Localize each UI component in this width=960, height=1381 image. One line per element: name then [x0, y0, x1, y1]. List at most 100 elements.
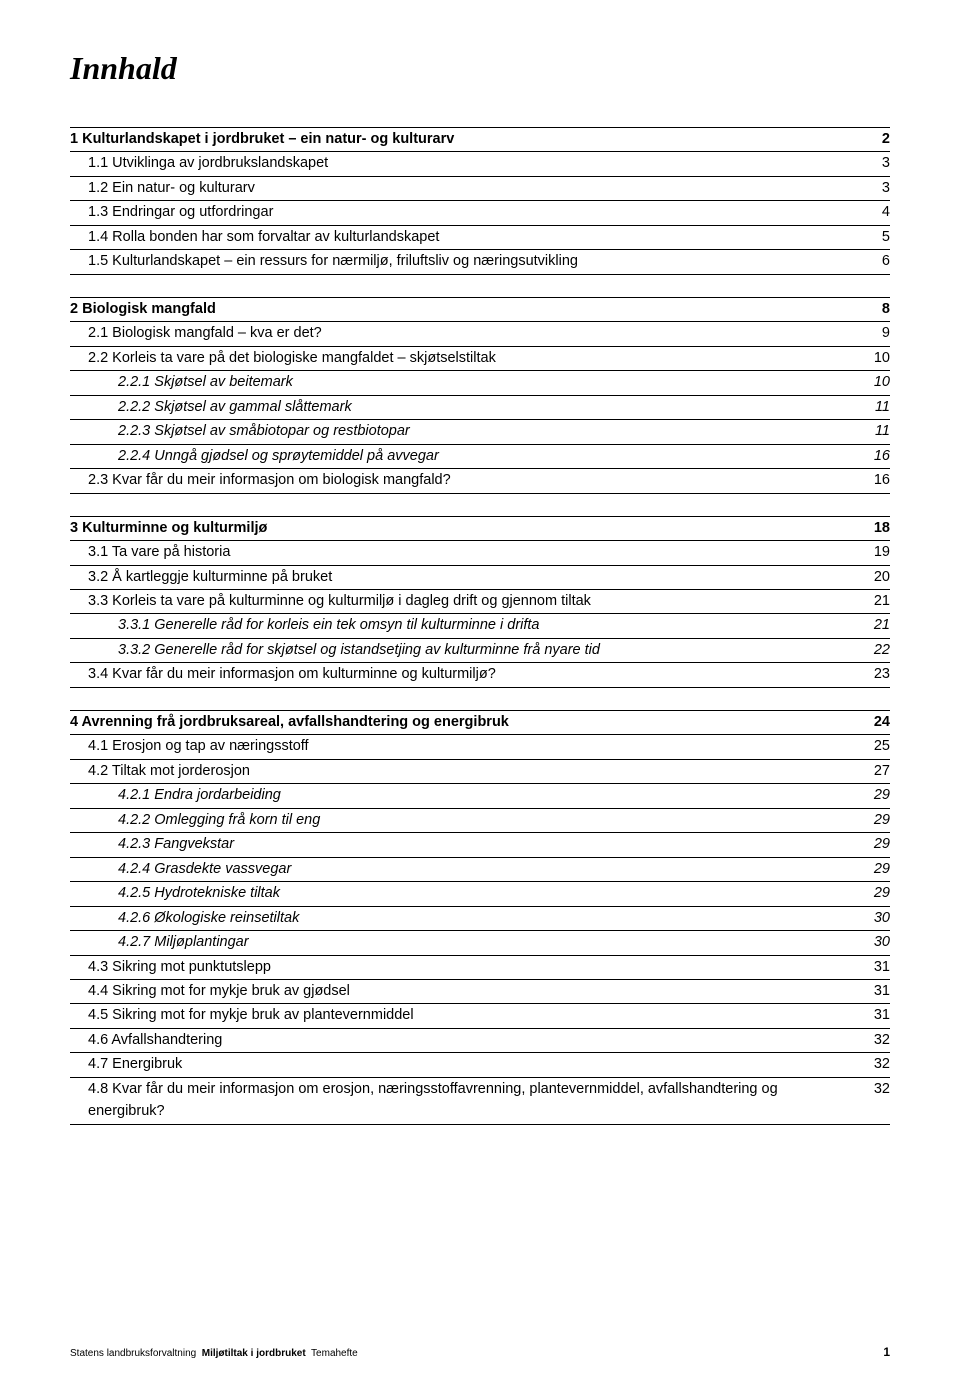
toc-entry: 1.5 Kulturlandskapet – ein ressurs for n… [70, 250, 890, 274]
toc-entry: 3.3.1 Generelle råd for korleis ein tek … [70, 614, 890, 638]
toc-entry-label: 4.8 Kvar får du meir informasjon om eros… [88, 1078, 854, 1123]
toc-entry-label: 4.4 Sikring mot for mykje bruk av gjødse… [88, 980, 854, 1002]
toc-entry: 3.1 Ta vare på historia 19 [70, 541, 890, 565]
footer-doc-kind: Temahefte [311, 1348, 358, 1359]
toc-group: 4 Avrenning frå jordbruksareal, avfallsh… [70, 710, 890, 1125]
toc-entry-page: 29 [874, 882, 890, 904]
toc-entry-page: 27 [874, 760, 890, 782]
toc-entry-page: 31 [874, 956, 890, 978]
footer-page-number: 1 [883, 1345, 890, 1359]
footer-publication: Statens landbruksforvaltning Miljøtiltak… [70, 1348, 358, 1359]
toc-entry-label: 4.2.6 Økologiske reinsetiltak [118, 907, 854, 929]
toc-entry-label: 1 Kulturlandskapet i jordbruket – ein na… [70, 128, 862, 150]
toc-entry: 4.2.6 Økologiske reinsetiltak 30 [70, 907, 890, 931]
toc-entry-label: 1.2 Ein natur- og kulturarv [88, 177, 862, 199]
toc-entry-page: 32 [874, 1053, 890, 1075]
toc-entry: 3 Kulturminne og kulturmiljø 18 [70, 516, 890, 541]
toc-entry: 2.2.1 Skjøtsel av beitemark 10 [70, 371, 890, 395]
toc-entry: 3.4 Kvar får du meir informasjon om kult… [70, 663, 890, 687]
toc-entry-page: 29 [874, 809, 890, 831]
toc-entry-page: 21 [874, 590, 890, 612]
toc-entry-label: 4.2.1 Endra jordarbeiding [118, 784, 854, 806]
toc-entry-label: 4.2.2 Omlegging frå korn til eng [118, 809, 854, 831]
toc-entry-page: 4 [882, 201, 890, 223]
toc-entry: 4.5 Sikring mot for mykje bruk av plante… [70, 1004, 890, 1028]
page-title: Innhald [70, 50, 890, 87]
toc-entry-label: 4.5 Sikring mot for mykje bruk av plante… [88, 1004, 854, 1026]
toc-entry-page: 8 [882, 298, 890, 320]
toc-entry-label: 4 Avrenning frå jordbruksareal, avfallsh… [70, 711, 854, 733]
toc-entry-label: 4.2.4 Grasdekte vassvegar [118, 858, 854, 880]
toc-entry-page: 29 [874, 833, 890, 855]
toc-entry: 2.2.3 Skjøtsel av småbiotopar og restbio… [70, 420, 890, 444]
toc-entry: 4.2.4 Grasdekte vassvegar 29 [70, 858, 890, 882]
toc-entry-page: 9 [882, 322, 890, 344]
toc-entry-label: 4.1 Erosjon og tap av næringsstoff [88, 735, 854, 757]
toc-group: 3 Kulturminne og kulturmiljø183.1 Ta var… [70, 516, 890, 688]
toc-entry-label: 2.2.3 Skjøtsel av småbiotopar og restbio… [118, 420, 855, 442]
toc-entry: 4.2.1 Endra jordarbeiding 29 [70, 784, 890, 808]
toc-entry-label: 1.4 Rolla bonden har som forvaltar av ku… [88, 226, 862, 248]
toc-group: 1 Kulturlandskapet i jordbruket – ein na… [70, 127, 890, 275]
page: Innhald 1 Kulturlandskapet i jordbruket … [0, 0, 960, 1381]
toc-entry-label: 2.2 Korleis ta vare på det biologiske ma… [88, 347, 854, 369]
toc-entry: 1.4 Rolla bonden har som forvaltar av ku… [70, 226, 890, 250]
toc-entry: 3.3 Korleis ta vare på kulturminne og ku… [70, 590, 890, 614]
toc-entry-label: 4.2.5 Hydrotekniske tiltak [118, 882, 854, 904]
toc-entry-page: 10 [874, 371, 890, 393]
toc-entry-label: 4.2.3 Fangvekstar [118, 833, 854, 855]
toc-entry-page: 22 [874, 639, 890, 661]
toc-entry-label: 3.1 Ta vare på historia [88, 541, 854, 563]
toc-entry-label: 2 Biologisk mangfald [70, 298, 862, 320]
toc-entry-page: 29 [874, 784, 890, 806]
toc-entry: 4.2.7 Miljøplantingar30 [70, 931, 890, 955]
toc-entry-page: 19 [874, 541, 890, 563]
toc-entry: 4.2.3 Fangvekstar 29 [70, 833, 890, 857]
toc-entry: 4.8 Kvar får du meir informasjon om eros… [70, 1078, 890, 1125]
toc-entry-label: 2.2.4 Unngå gjødsel og sprøytemiddel på … [118, 445, 854, 467]
toc-entry: 4.2.5 Hydrotekniske tiltak 29 [70, 882, 890, 906]
toc-entry: 1 Kulturlandskapet i jordbruket – ein na… [70, 127, 890, 152]
toc-entry-page: 5 [882, 226, 890, 248]
toc-entry-page: 31 [874, 1004, 890, 1026]
toc-entry-page: 30 [874, 907, 890, 929]
toc-entry-label: 1.1 Utviklinga av jordbrukslandskapet [88, 152, 862, 174]
toc-entry-label: 4.3 Sikring mot punktutslepp [88, 956, 854, 978]
toc-entry: 2 Biologisk mangfald 8 [70, 297, 890, 322]
toc-entry-label: 2.3 Kvar får du meir informasjon om biol… [88, 469, 854, 491]
toc-entry-label: 3.3.1 Generelle råd for korleis ein tek … [118, 614, 854, 636]
toc-entry: 1.2 Ein natur- og kulturarv 3 [70, 177, 890, 201]
toc-entry-page: 6 [882, 250, 890, 272]
toc-entry: 4.6 Avfallshandtering32 [70, 1029, 890, 1053]
toc-entry: 4.7 Energibruk32 [70, 1053, 890, 1077]
toc-entry: 2.3 Kvar får du meir informasjon om biol… [70, 469, 890, 493]
toc-entry-page: 11 [875, 420, 890, 442]
toc-entry: 2.2.4 Unngå gjødsel og sprøytemiddel på … [70, 445, 890, 469]
toc-entry: 4.4 Sikring mot for mykje bruk av gjødse… [70, 980, 890, 1004]
toc-entry: 1.1 Utviklinga av jordbrukslandskapet 3 [70, 152, 890, 176]
toc-entry-label: 2.2.1 Skjøtsel av beitemark [118, 371, 854, 393]
toc-entry-page: 10 [874, 347, 890, 369]
toc-entry-page: 29 [874, 858, 890, 880]
toc-entry-page: 3 [882, 177, 890, 199]
toc-entry-label: 1.3 Endringar og utfordringar [88, 201, 862, 223]
toc-entry-page: 3 [882, 152, 890, 174]
toc-entry-page: 23 [874, 663, 890, 685]
toc-entry-page: 32 [874, 1078, 890, 1100]
toc-entry: 4.2 Tiltak mot jorderosjon27 [70, 760, 890, 784]
toc-entry-page: 18 [874, 517, 890, 539]
toc-entry-label: 2.2.2 Skjøtsel av gammal slåttemark [118, 396, 855, 418]
toc-entry: 3.3.2 Generelle råd for skjøtsel og ista… [70, 639, 890, 663]
toc-entry: 4.1 Erosjon og tap av næringsstoff25 [70, 735, 890, 759]
toc-entry-page: 16 [874, 445, 890, 467]
toc-entry-label: 3.3.2 Generelle råd for skjøtsel og ista… [118, 639, 854, 661]
page-footer: Statens landbruksforvaltning Miljøtiltak… [70, 1345, 890, 1359]
toc-entry-page: 2 [882, 128, 890, 150]
toc-entry-page: 24 [874, 711, 890, 733]
toc-entry: 2.2 Korleis ta vare på det biologiske ma… [70, 347, 890, 371]
toc-entry-label: 3 Kulturminne og kulturmiljø [70, 517, 854, 539]
toc-entry: 1.3 Endringar og utfordringar 4 [70, 201, 890, 225]
table-of-contents: 1 Kulturlandskapet i jordbruket – ein na… [70, 127, 890, 1125]
footer-doc-title: Miljøtiltak i jordbruket [202, 1348, 306, 1359]
toc-entry: 2.1 Biologisk mangfald – kva er det?9 [70, 322, 890, 346]
